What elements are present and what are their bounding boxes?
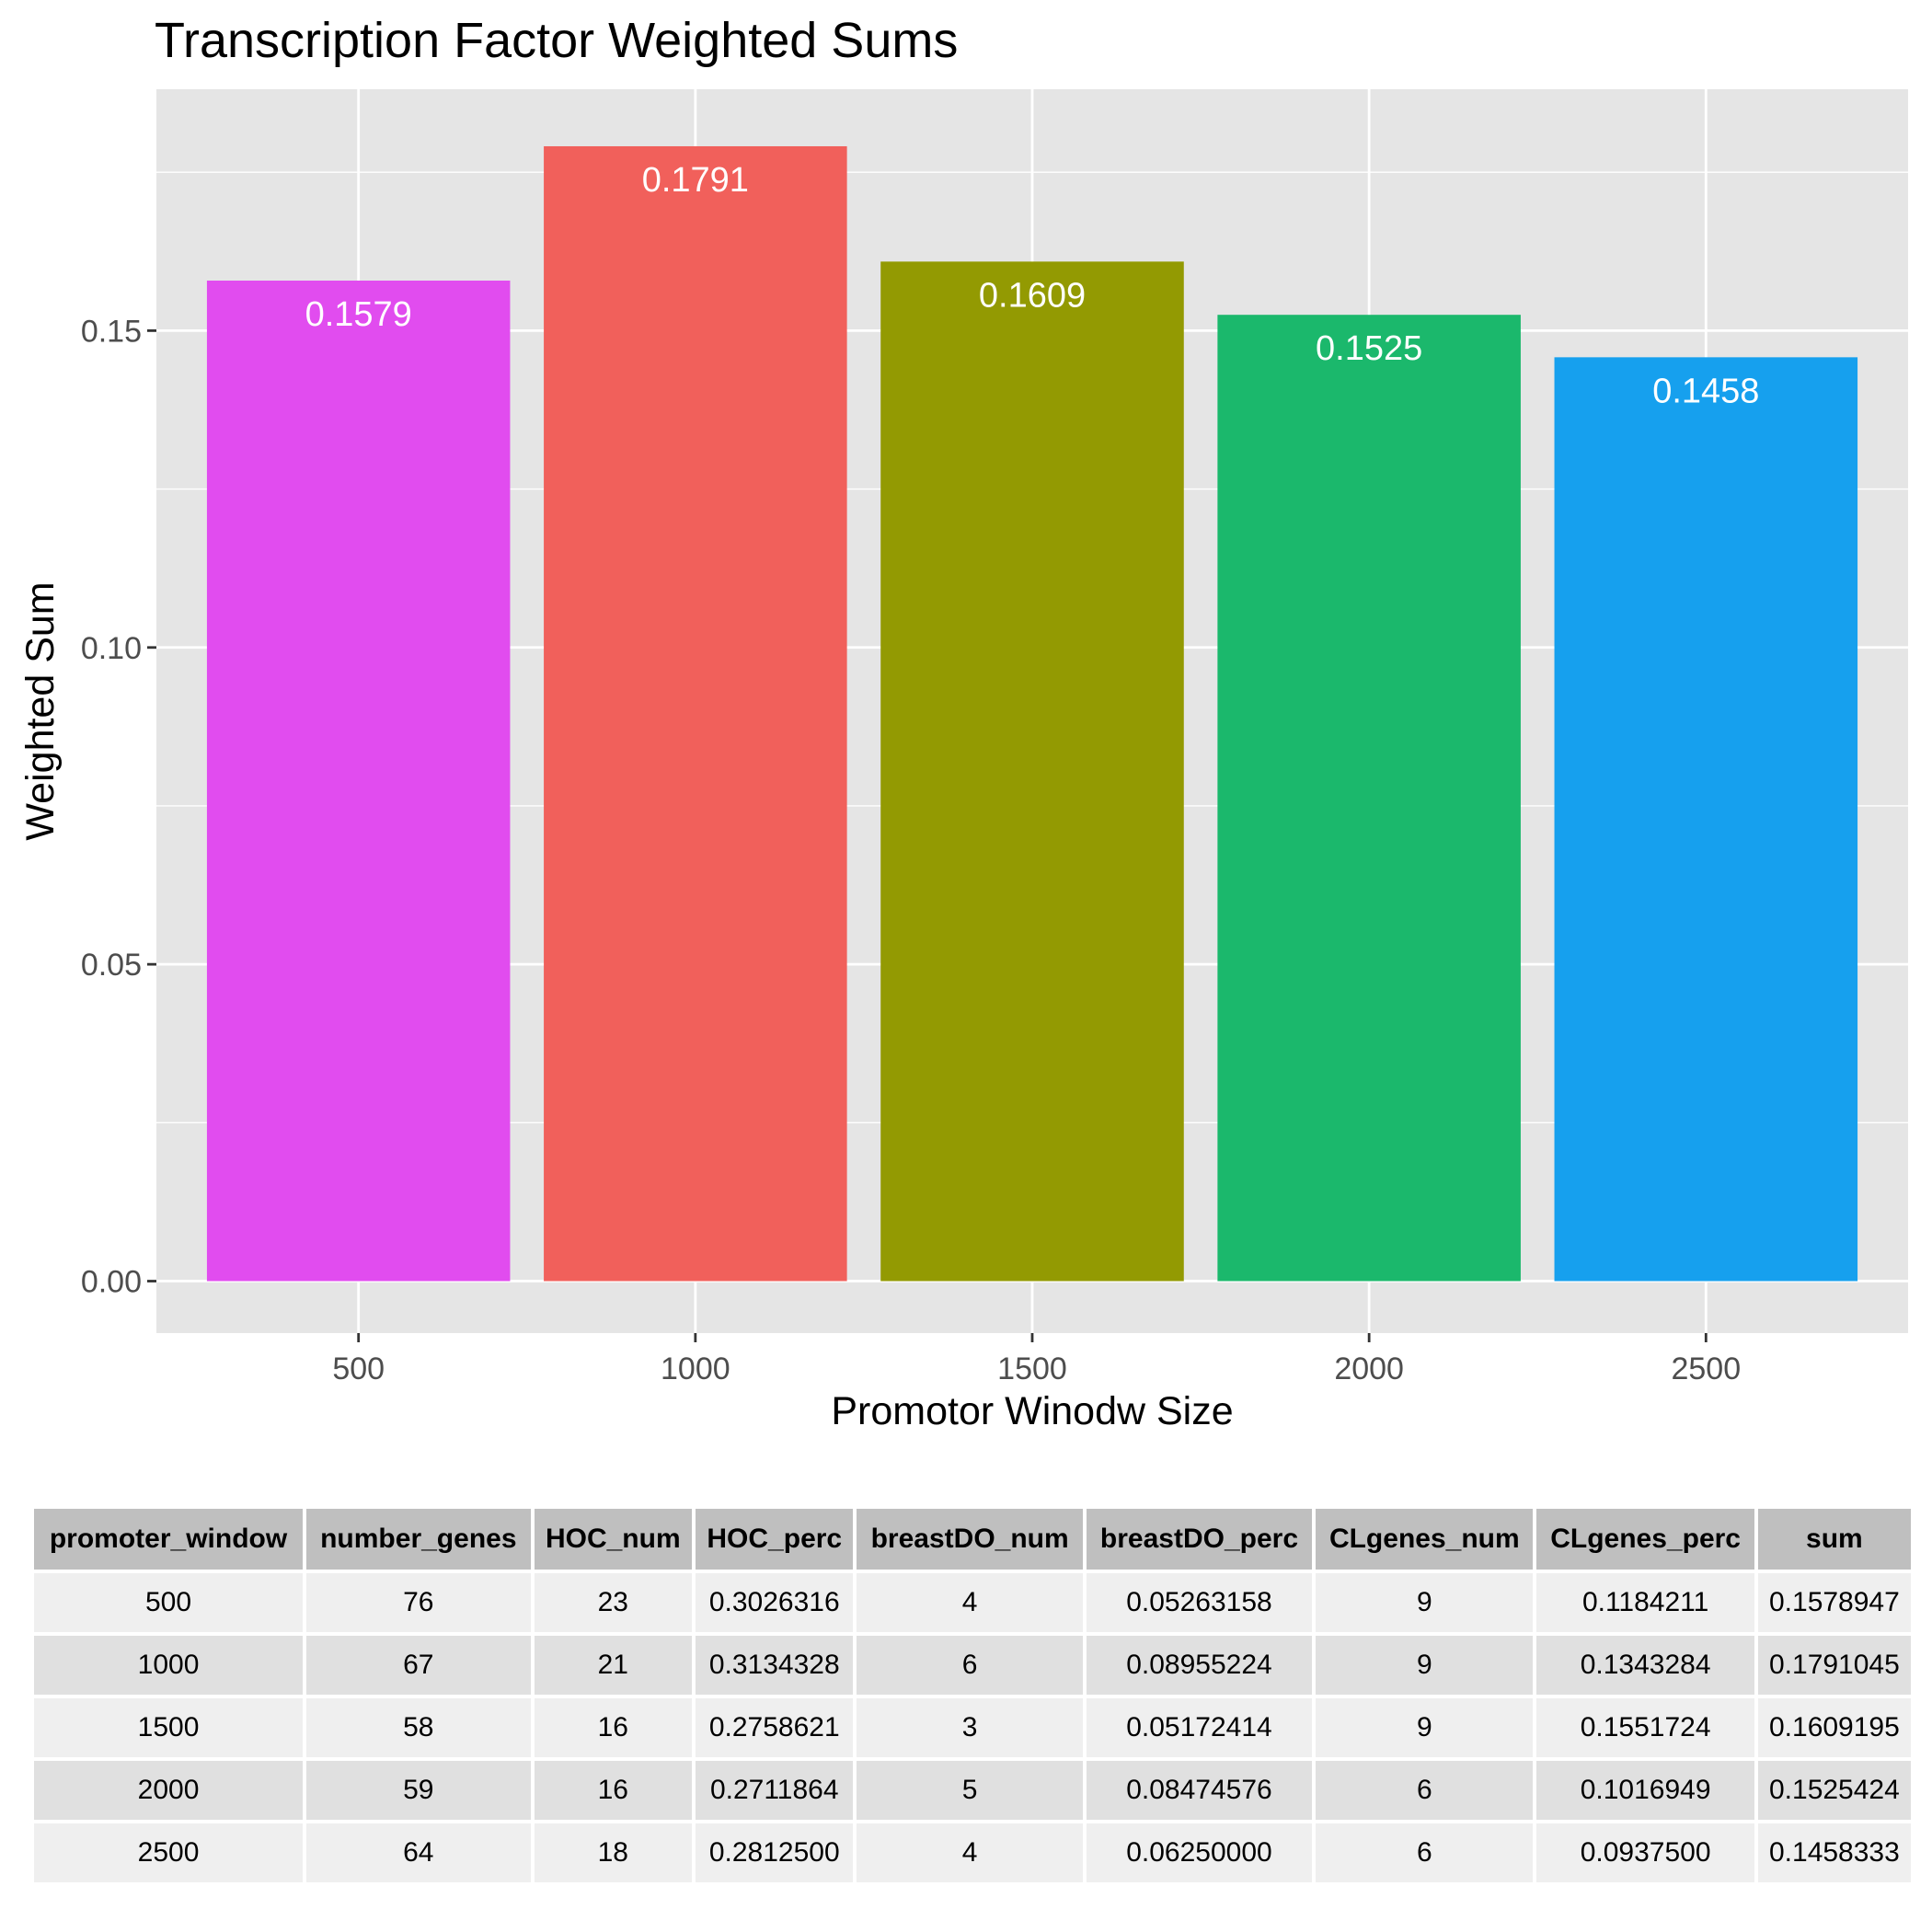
table-cell: 59 (306, 1761, 531, 1820)
table-cell: 58 (306, 1698, 531, 1757)
table-header-cell: CLgenes_num (1316, 1509, 1534, 1570)
data-label: 0.1525 (1316, 329, 1422, 368)
table-cell: 76 (306, 1573, 531, 1632)
table-cell: 0.08474576 (1086, 1761, 1313, 1820)
table-cell: 21 (534, 1636, 693, 1695)
table-header-cell: promoter_window (34, 1509, 304, 1570)
table-cell: 0.1791045 (1757, 1636, 1911, 1695)
table-row: 2500 64 18 0.2812500 4 0.06250000 6 0.0937500 0.… (34, 1823, 1911, 1882)
table-cell: 500 (34, 1573, 304, 1632)
bars (206, 145, 1858, 1282)
x-axis-title: Promotor Winodw Size (831, 1389, 1233, 1433)
table-cell: 4 (857, 1573, 1083, 1632)
table-cell: 0.3134328 (696, 1636, 854, 1695)
table-cell: 6 (857, 1636, 1083, 1695)
table-cell: 0.1343284 (1536, 1636, 1754, 1695)
table-cell: 0.1609195 (1757, 1698, 1911, 1757)
table-cell: 0.1551724 (1536, 1698, 1754, 1757)
table-cell: 1000 (34, 1636, 304, 1695)
table-cell: 6 (1316, 1761, 1534, 1820)
table-cell: 9 (1316, 1573, 1534, 1632)
x-tick-label: 1000 (661, 1351, 730, 1386)
bar-chart: Transcription Factor Weighted Sums 0.157… (18, 13, 1908, 1433)
table-cell: 4 (857, 1823, 1083, 1882)
y-tick-label: 0.00 (81, 1265, 142, 1300)
table-cell: 5 (857, 1761, 1083, 1820)
table-cell: 67 (306, 1636, 531, 1695)
table-cell: 18 (534, 1823, 693, 1882)
table-header-cell: sum (1757, 1509, 1911, 1570)
table-row: 1500 58 16 0.2758621 3 0.05172414 9 0.1551724 0.… (34, 1698, 1911, 1757)
table-cell: 9 (1316, 1698, 1534, 1757)
table-cell: 0.06250000 (1086, 1823, 1313, 1882)
bar (206, 281, 511, 1282)
data-label: 0.1791 (642, 161, 749, 200)
table-cell: 0.3026316 (696, 1573, 854, 1632)
x-tick-label: 2000 (1334, 1351, 1404, 1386)
table-cell: 0.1578947 (1757, 1573, 1911, 1632)
chart-title: Transcription Factor Weighted Sums (155, 13, 958, 68)
y-tick-label: 0.15 (81, 314, 142, 349)
x-tick-label: 1500 (997, 1351, 1067, 1386)
table-cell: 0.1184211 (1536, 1573, 1754, 1632)
table-cell: 64 (306, 1823, 531, 1882)
table-header-cell: CLgenes_perc (1536, 1509, 1754, 1570)
table-header-cell: breastDO_num (857, 1509, 1083, 1570)
table-cell: 0.1458333 (1757, 1823, 1911, 1882)
table-cell: 9 (1316, 1636, 1534, 1695)
table-row: 2000 59 16 0.2711864 5 0.08474576 6 0.1016949 0.… (34, 1761, 1911, 1820)
table-cell: 2000 (34, 1761, 304, 1820)
table-cell: 0.2758621 (696, 1698, 854, 1757)
x-axis: 500 1000 1500 2000 2500 (332, 1333, 1741, 1386)
table-cell: 0.08955224 (1086, 1636, 1313, 1695)
table-header-cell: number_genes (306, 1509, 531, 1570)
x-tick-label: 500 (332, 1351, 385, 1386)
bar (544, 145, 847, 1282)
table-cell: 0.1016949 (1536, 1761, 1754, 1820)
table-cell: 3 (857, 1698, 1083, 1757)
table-cell: 2500 (34, 1823, 304, 1882)
y-axis: 0.00 0.05 0.10 0.15 (81, 314, 156, 1300)
table-header-row: promoter_window number_genes HOC_num HOC_pe… (34, 1509, 1911, 1570)
table-row: 500 76 23 0.3026316 4 0.05263158 9 0.1184211 0.1… (34, 1573, 1911, 1632)
table-cell: 16 (534, 1698, 693, 1757)
table-body: 500 76 23 0.3026316 4 0.05263158 9 0.1184211 0.1… (34, 1573, 1911, 1882)
y-tick-label: 0.05 (81, 948, 142, 983)
data-label: 0.1579 (305, 295, 412, 334)
y-tick-label: 0.10 (81, 631, 142, 666)
data-label: 0.1458 (1652, 372, 1759, 410)
bar (1217, 315, 1521, 1282)
table-header-cell: breastDO_perc (1086, 1509, 1313, 1570)
data-labels: 0.1579 0.1791 0.1609 0.1525 0.1458 (305, 161, 1760, 410)
data-table: promoter_window number_genes HOC_num HOC_pe… (30, 1505, 1915, 1886)
x-tick-label: 2500 (1671, 1351, 1741, 1386)
table-cell: 23 (534, 1573, 693, 1632)
table-cell: 0.05172414 (1086, 1698, 1313, 1757)
table-row: 1000 67 21 0.3134328 6 0.08955224 9 0.1343284 0.… (34, 1636, 1911, 1695)
table-cell: 0.05263158 (1086, 1573, 1313, 1632)
table-cell: 6 (1316, 1823, 1534, 1882)
table-cell: 0.1525424 (1757, 1761, 1911, 1820)
bar (880, 261, 1184, 1282)
table-header-cell: HOC_perc (696, 1509, 854, 1570)
table-cell: 0.0937500 (1536, 1823, 1754, 1882)
table-cell: 0.2711864 (696, 1761, 854, 1820)
y-axis-title: Weighted Sum (18, 581, 63, 840)
data-label: 0.1609 (979, 276, 1086, 315)
bar (1554, 357, 1858, 1282)
table-cell: 0.2812500 (696, 1823, 854, 1882)
table-cell: 16 (534, 1761, 693, 1820)
table-cell: 1500 (34, 1698, 304, 1757)
table-header-cell: HOC_num (534, 1509, 693, 1570)
